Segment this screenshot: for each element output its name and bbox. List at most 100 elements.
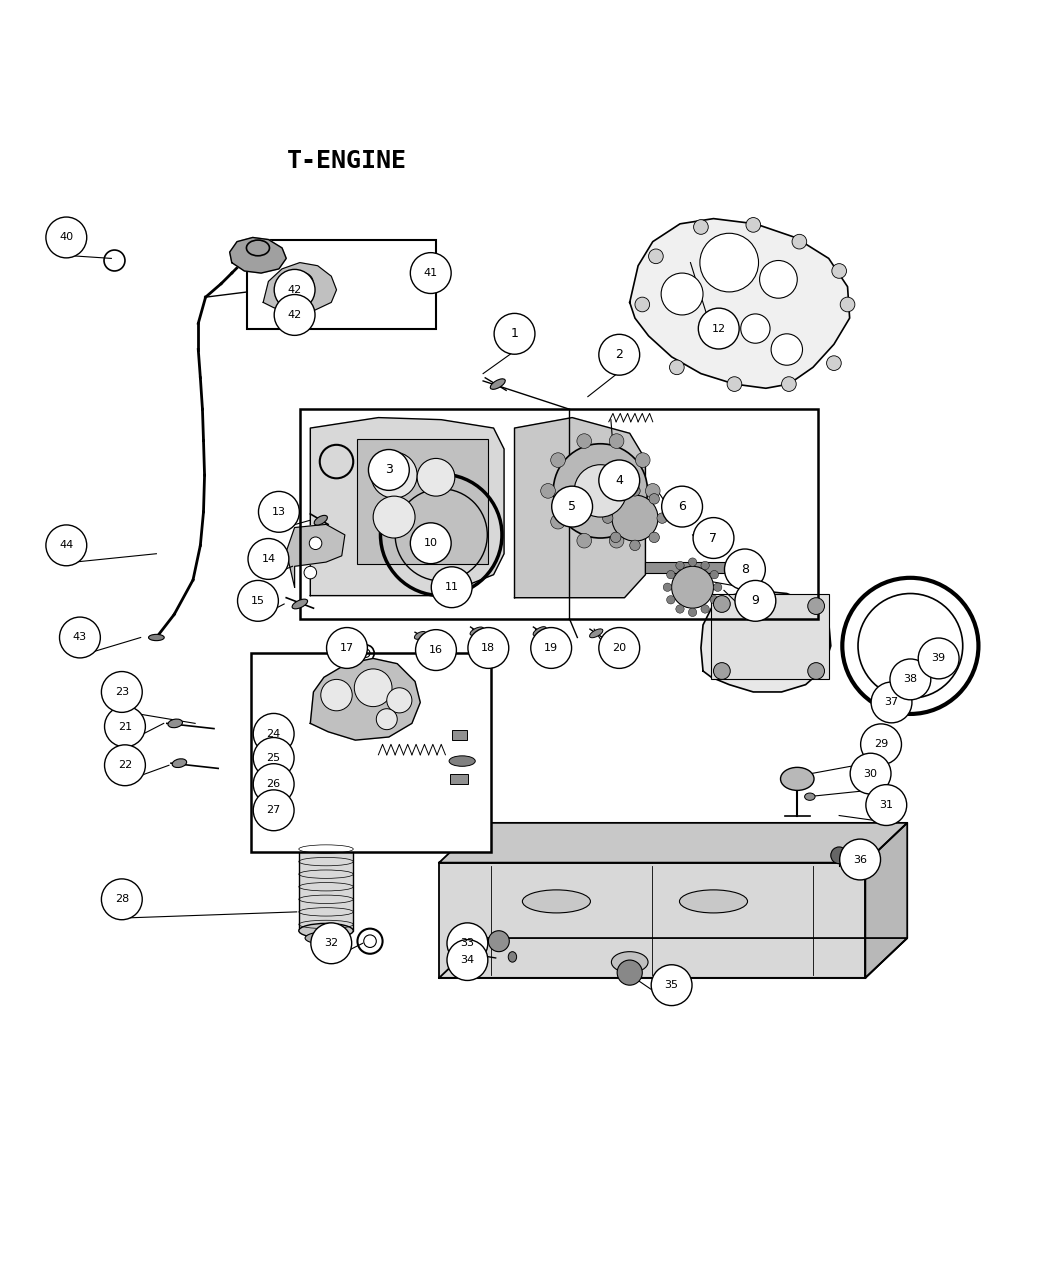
Ellipse shape bbox=[306, 932, 346, 945]
Text: 32: 32 bbox=[324, 938, 338, 949]
Circle shape bbox=[417, 459, 455, 496]
Circle shape bbox=[253, 764, 294, 805]
Text: 29: 29 bbox=[874, 740, 888, 750]
Circle shape bbox=[861, 724, 902, 765]
Circle shape bbox=[710, 570, 718, 579]
Circle shape bbox=[649, 493, 659, 504]
Text: 10: 10 bbox=[424, 538, 438, 548]
Circle shape bbox=[667, 570, 675, 579]
Text: T-ENGINE: T-ENGINE bbox=[287, 149, 407, 173]
Text: 24: 24 bbox=[267, 729, 280, 738]
Ellipse shape bbox=[172, 759, 187, 768]
Circle shape bbox=[311, 923, 352, 964]
Circle shape bbox=[807, 663, 824, 680]
Circle shape bbox=[740, 314, 770, 343]
Circle shape bbox=[369, 450, 410, 491]
Circle shape bbox=[610, 532, 621, 543]
Text: 37: 37 bbox=[884, 697, 899, 708]
Polygon shape bbox=[287, 524, 344, 588]
Polygon shape bbox=[439, 822, 907, 863]
Text: 2: 2 bbox=[615, 348, 624, 361]
Circle shape bbox=[105, 745, 145, 785]
Ellipse shape bbox=[780, 768, 814, 790]
Bar bbox=[299, 836, 353, 931]
Bar bbox=[357, 439, 488, 565]
Circle shape bbox=[735, 580, 776, 621]
Bar bbox=[646, 562, 734, 572]
Ellipse shape bbox=[533, 626, 546, 636]
Circle shape bbox=[693, 518, 734, 558]
Circle shape bbox=[710, 595, 718, 604]
Text: 12: 12 bbox=[712, 324, 726, 334]
Circle shape bbox=[60, 617, 101, 658]
Circle shape bbox=[672, 566, 714, 608]
Circle shape bbox=[550, 453, 565, 468]
Circle shape bbox=[447, 940, 488, 980]
Text: 19: 19 bbox=[544, 643, 559, 653]
Circle shape bbox=[541, 483, 555, 499]
Circle shape bbox=[248, 538, 289, 579]
Circle shape bbox=[609, 434, 624, 449]
Text: 3: 3 bbox=[385, 463, 393, 477]
Circle shape bbox=[850, 754, 891, 794]
Circle shape bbox=[310, 537, 322, 550]
Circle shape bbox=[701, 561, 710, 570]
Text: 9: 9 bbox=[752, 594, 759, 607]
Circle shape bbox=[253, 790, 294, 831]
Ellipse shape bbox=[299, 831, 353, 845]
Circle shape bbox=[432, 567, 472, 608]
Ellipse shape bbox=[168, 719, 183, 728]
Circle shape bbox=[664, 583, 672, 592]
Circle shape bbox=[253, 737, 294, 778]
Text: 7: 7 bbox=[710, 532, 717, 544]
Circle shape bbox=[714, 595, 730, 612]
Ellipse shape bbox=[490, 379, 505, 389]
Text: 27: 27 bbox=[267, 806, 280, 815]
Text: 34: 34 bbox=[460, 955, 475, 965]
Circle shape bbox=[416, 630, 457, 671]
Text: 35: 35 bbox=[665, 980, 678, 991]
Circle shape bbox=[411, 252, 452, 293]
Polygon shape bbox=[311, 418, 504, 595]
Text: 25: 25 bbox=[267, 754, 280, 762]
Text: 1: 1 bbox=[510, 328, 519, 340]
Circle shape bbox=[102, 672, 142, 713]
Circle shape bbox=[574, 464, 627, 518]
Polygon shape bbox=[701, 590, 831, 692]
Ellipse shape bbox=[916, 667, 926, 674]
Text: 21: 21 bbox=[118, 722, 132, 732]
Ellipse shape bbox=[899, 688, 909, 696]
Text: 36: 36 bbox=[853, 854, 867, 864]
Text: 11: 11 bbox=[445, 583, 459, 592]
Ellipse shape bbox=[943, 649, 953, 657]
Circle shape bbox=[576, 434, 591, 449]
Polygon shape bbox=[514, 418, 646, 598]
Circle shape bbox=[274, 269, 315, 310]
Ellipse shape bbox=[449, 756, 476, 766]
Circle shape bbox=[386, 687, 412, 713]
Circle shape bbox=[603, 513, 613, 523]
Ellipse shape bbox=[611, 951, 648, 973]
Text: 40: 40 bbox=[59, 232, 74, 242]
Circle shape bbox=[46, 217, 87, 258]
Circle shape bbox=[649, 532, 659, 543]
Text: 43: 43 bbox=[72, 632, 87, 643]
Ellipse shape bbox=[314, 515, 328, 525]
Polygon shape bbox=[865, 822, 907, 978]
Circle shape bbox=[890, 659, 930, 700]
Text: 39: 39 bbox=[931, 654, 946, 663]
Text: 22: 22 bbox=[118, 760, 132, 770]
Circle shape bbox=[550, 514, 565, 529]
Circle shape bbox=[576, 533, 591, 548]
Circle shape bbox=[237, 580, 278, 621]
Ellipse shape bbox=[508, 951, 517, 963]
Circle shape bbox=[727, 376, 741, 391]
Bar bbox=[452, 729, 467, 740]
Circle shape bbox=[676, 604, 685, 613]
Bar bbox=[712, 594, 828, 680]
Circle shape bbox=[105, 706, 145, 747]
Circle shape bbox=[746, 218, 760, 232]
Text: 4: 4 bbox=[615, 474, 624, 487]
Ellipse shape bbox=[589, 629, 603, 638]
Circle shape bbox=[102, 878, 142, 919]
